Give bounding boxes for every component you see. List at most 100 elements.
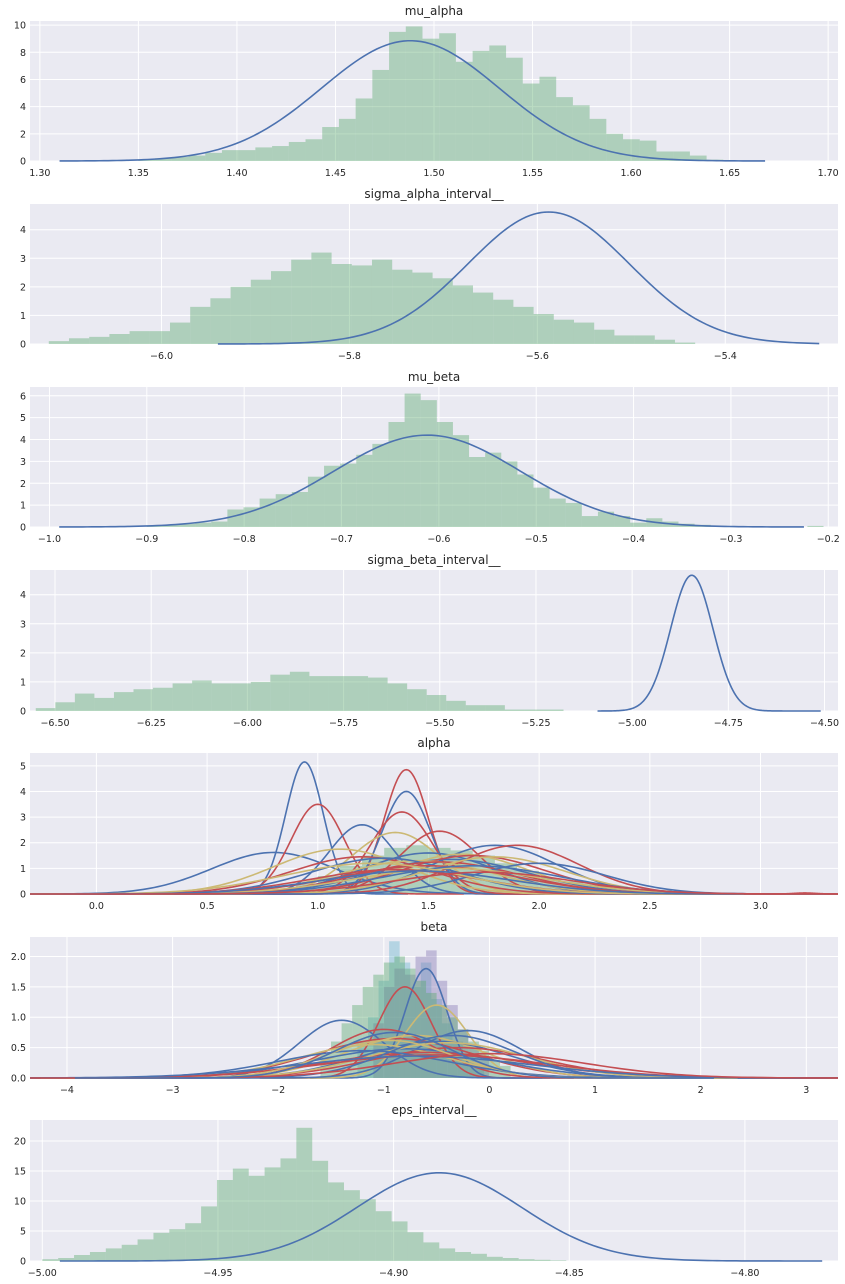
histogram-bar — [133, 689, 154, 711]
histogram-bar — [493, 299, 514, 344]
histogram-bar — [94, 697, 114, 711]
histogram-bar — [340, 463, 357, 527]
x-tick-label: −0.4 — [622, 534, 645, 545]
histogram-bar — [371, 259, 393, 344]
y-tick-label: 2 — [20, 838, 26, 849]
panel-1: 0 2 4 6 8 10 1.30 1.35 1.40 1.45 1.50 1.55 1.60 1.65 1… — [14, 4, 839, 179]
histogram-bar — [288, 141, 306, 161]
x-tick-label: −0.3 — [719, 534, 742, 545]
histogram-bar — [105, 1248, 122, 1261]
histogram-hist — [138, 26, 724, 162]
histogram-bar — [572, 105, 590, 161]
histogram-bar — [426, 992, 437, 1078]
histogram-bar — [55, 702, 75, 711]
histogram-bar — [513, 306, 534, 344]
panel-title: sigma_alpha_interval__ — [364, 187, 504, 201]
histogram-bar — [674, 342, 696, 344]
histogram-bar — [211, 521, 228, 527]
histogram-bar — [407, 1232, 424, 1261]
histogram-bar — [348, 676, 369, 711]
x-tick-label: −0.9 — [135, 534, 158, 545]
histogram-bar — [238, 150, 256, 161]
histogram-bar — [137, 1239, 154, 1261]
y-tick-label: 0 — [20, 340, 26, 351]
histogram-bar — [439, 1248, 456, 1261]
histogram-bar — [485, 705, 505, 711]
y-tick-label: 5 — [20, 413, 26, 424]
panel-7: 0 5 10 15 20 −5.00 −4.95 −4.90 −4.85 −4.80 eps_int… — [14, 1103, 838, 1279]
y-tick-label: 3 — [20, 813, 26, 824]
histogram-bar — [169, 322, 191, 344]
histogram-bar — [420, 400, 437, 527]
histogram-bar — [389, 941, 400, 1078]
x-tick-label: 0.5 — [200, 901, 215, 912]
x-tick-label: 3.0 — [753, 901, 768, 912]
histogram-bar — [518, 1259, 535, 1261]
histogram-bar — [211, 683, 232, 711]
histogram-bar — [654, 339, 675, 344]
histogram-bar — [58, 1258, 75, 1261]
histogram-bar — [581, 516, 598, 527]
x-tick-label: −4.75 — [714, 718, 743, 729]
histogram-bar — [502, 1258, 519, 1261]
histogram-bar — [436, 980, 448, 1078]
histogram-bar — [689, 155, 707, 161]
x-tick-label: 0.0 — [89, 901, 104, 912]
y-tick-label: 3 — [20, 457, 26, 468]
x-tick-label: −4.85 — [555, 1268, 584, 1279]
x-tick-label: 1 — [592, 1085, 598, 1096]
y-tick-label: 0.5 — [11, 1043, 26, 1054]
histogram-bar — [322, 127, 339, 161]
histogram-bar — [565, 502, 582, 527]
histogram-bar — [74, 693, 95, 711]
histogram-bar — [221, 150, 239, 161]
y-tick-label: 2 — [20, 282, 26, 293]
y-tick-label: 1 — [20, 501, 26, 512]
histogram-bar — [356, 454, 373, 527]
histogram-bar — [280, 1158, 297, 1261]
histogram-bar — [362, 986, 374, 1078]
histogram-bar — [426, 695, 447, 711]
y-tick-label: 2.0 — [11, 952, 26, 963]
histogram-hist — [48, 252, 696, 344]
histogram-bar — [190, 306, 211, 344]
x-tick-label: −0.5 — [525, 534, 548, 545]
y-tick-label: 0.0 — [11, 1074, 26, 1085]
histogram-bar — [68, 338, 90, 344]
y-tick-label: 2 — [20, 648, 26, 659]
histogram-bar — [375, 1211, 392, 1261]
kde-curve — [30, 871, 838, 895]
panel-2: 0 1 2 3 4 −6.0 −5.8 −5.6 −5.4 sigma_alpha_interva… — [20, 187, 838, 362]
x-tick-label: −5.75 — [329, 718, 358, 729]
histogram-bar — [328, 676, 349, 711]
histogram-bar — [162, 524, 180, 527]
x-tick-label: −5.50 — [425, 718, 454, 729]
histogram-bar — [452, 435, 470, 527]
histogram-bar — [121, 1244, 138, 1261]
histogram-bar — [129, 331, 150, 344]
histogram-bar — [255, 147, 273, 161]
x-tick-label: 2 — [698, 1085, 704, 1096]
histogram-bar — [412, 272, 433, 344]
histogram-bar — [543, 709, 564, 711]
histogram-bar — [501, 461, 518, 527]
histogram-bar — [614, 516, 631, 527]
histogram-bar — [465, 705, 486, 711]
histogram-bar — [250, 681, 271, 711]
histogram-bar — [351, 265, 372, 344]
x-tick-label: −5.00 — [28, 1268, 57, 1279]
histogram-bar — [205, 152, 222, 161]
histogram-bar — [383, 962, 395, 1078]
histogram-bar — [149, 331, 170, 344]
y-tick-label: 3 — [20, 254, 26, 265]
histogram-bar — [594, 329, 615, 344]
histogram-bar — [311, 252, 332, 344]
y-tick-label: 4 — [20, 225, 26, 236]
x-tick-label: 3 — [803, 1085, 809, 1096]
axes-background — [30, 204, 838, 344]
histogram-bar — [289, 671, 310, 711]
histogram-bar — [486, 1256, 503, 1261]
y-tick-label: 2 — [20, 479, 26, 490]
histogram-bar — [634, 335, 655, 344]
histogram-bar — [539, 76, 557, 161]
